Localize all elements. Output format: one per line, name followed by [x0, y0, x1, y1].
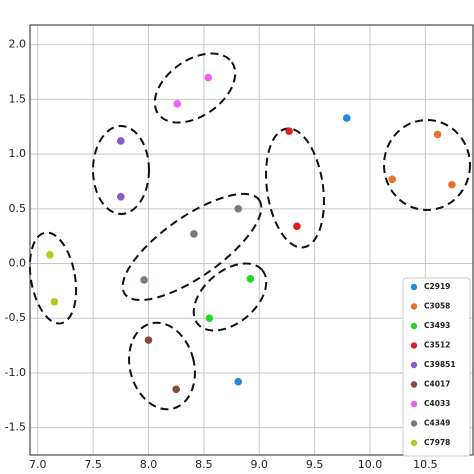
legend-label: C7978 [424, 438, 450, 447]
x-tick-label: 9.0 [251, 458, 269, 471]
y-tick-label: -0.5 [5, 311, 26, 324]
legend-box [402, 277, 471, 457]
y-tick-label: 0.5 [9, 202, 27, 215]
y-tick-label: 1.0 [9, 147, 27, 160]
point [117, 192, 125, 201]
point [285, 127, 293, 135]
point [246, 275, 255, 283]
legend-label: C4349 [424, 419, 450, 428]
cluster-ellipse [192, 262, 268, 332]
y-tick-label: -1.5 [5, 421, 26, 434]
cluster-ellipse [383, 119, 471, 211]
cluster-ellipse [153, 52, 237, 124]
x-tick-label: 10.0 [358, 458, 383, 471]
cluster-ellipse [121, 192, 263, 302]
legend: C2919 C3058 C3493 C3512 C39851 C4017 C4033 C434… [402, 277, 471, 457]
legend-marker [410, 400, 418, 408]
cluster-ellipse [265, 127, 325, 249]
legend-marker [410, 283, 418, 291]
point [204, 73, 213, 82]
x-tick-label: 8.0 [140, 458, 158, 471]
legend-label: C4033 [424, 399, 450, 408]
legend-marker [410, 381, 418, 388]
point [234, 205, 243, 213]
points [46, 73, 456, 394]
point [433, 130, 442, 139]
cluster-ellipse [128, 321, 196, 411]
legend-marker [410, 342, 418, 349]
legend-marker [410, 420, 418, 427]
legend-label: C3493 [424, 321, 450, 330]
plot-frame [29, 24, 474, 456]
point [190, 230, 198, 238]
legend-label: C39851 [424, 360, 456, 369]
point [388, 175, 396, 184]
legend-label: C2919 [424, 282, 450, 291]
legend-marker [410, 439, 418, 447]
x-tick-label: 7.5 [84, 458, 102, 471]
legend-label: C3512 [424, 341, 450, 350]
x-tick-label: 7.0 [29, 458, 47, 471]
legend-label: C4017 [424, 380, 450, 389]
point [172, 385, 180, 394]
point [140, 276, 148, 284]
x-tick-label: 8.5 [195, 458, 213, 471]
point [117, 137, 125, 145]
x-tick-label: 9.5 [306, 458, 324, 471]
point [144, 336, 153, 344]
point [50, 298, 59, 306]
cluster-ellipse [92, 125, 150, 215]
y-tick-label: 0.0 [9, 257, 27, 270]
point [234, 377, 243, 386]
point [342, 114, 351, 122]
point [173, 99, 182, 108]
point [46, 250, 54, 259]
y-tick-label: 2.0 [9, 38, 27, 51]
legend-label: C3058 [424, 302, 450, 311]
point [448, 180, 456, 189]
y-tick-label: 1.5 [9, 92, 27, 105]
cluster-outlines [28, 52, 471, 411]
legend-marker [410, 361, 418, 369]
point [205, 314, 214, 323]
x-tick-label: 10.5 [413, 458, 438, 471]
point [293, 222, 301, 231]
legend-marker [410, 303, 418, 310]
y-tick-label: -1.0 [5, 366, 26, 379]
cluster-ellipse [28, 231, 78, 325]
legend-marker [410, 322, 418, 330]
